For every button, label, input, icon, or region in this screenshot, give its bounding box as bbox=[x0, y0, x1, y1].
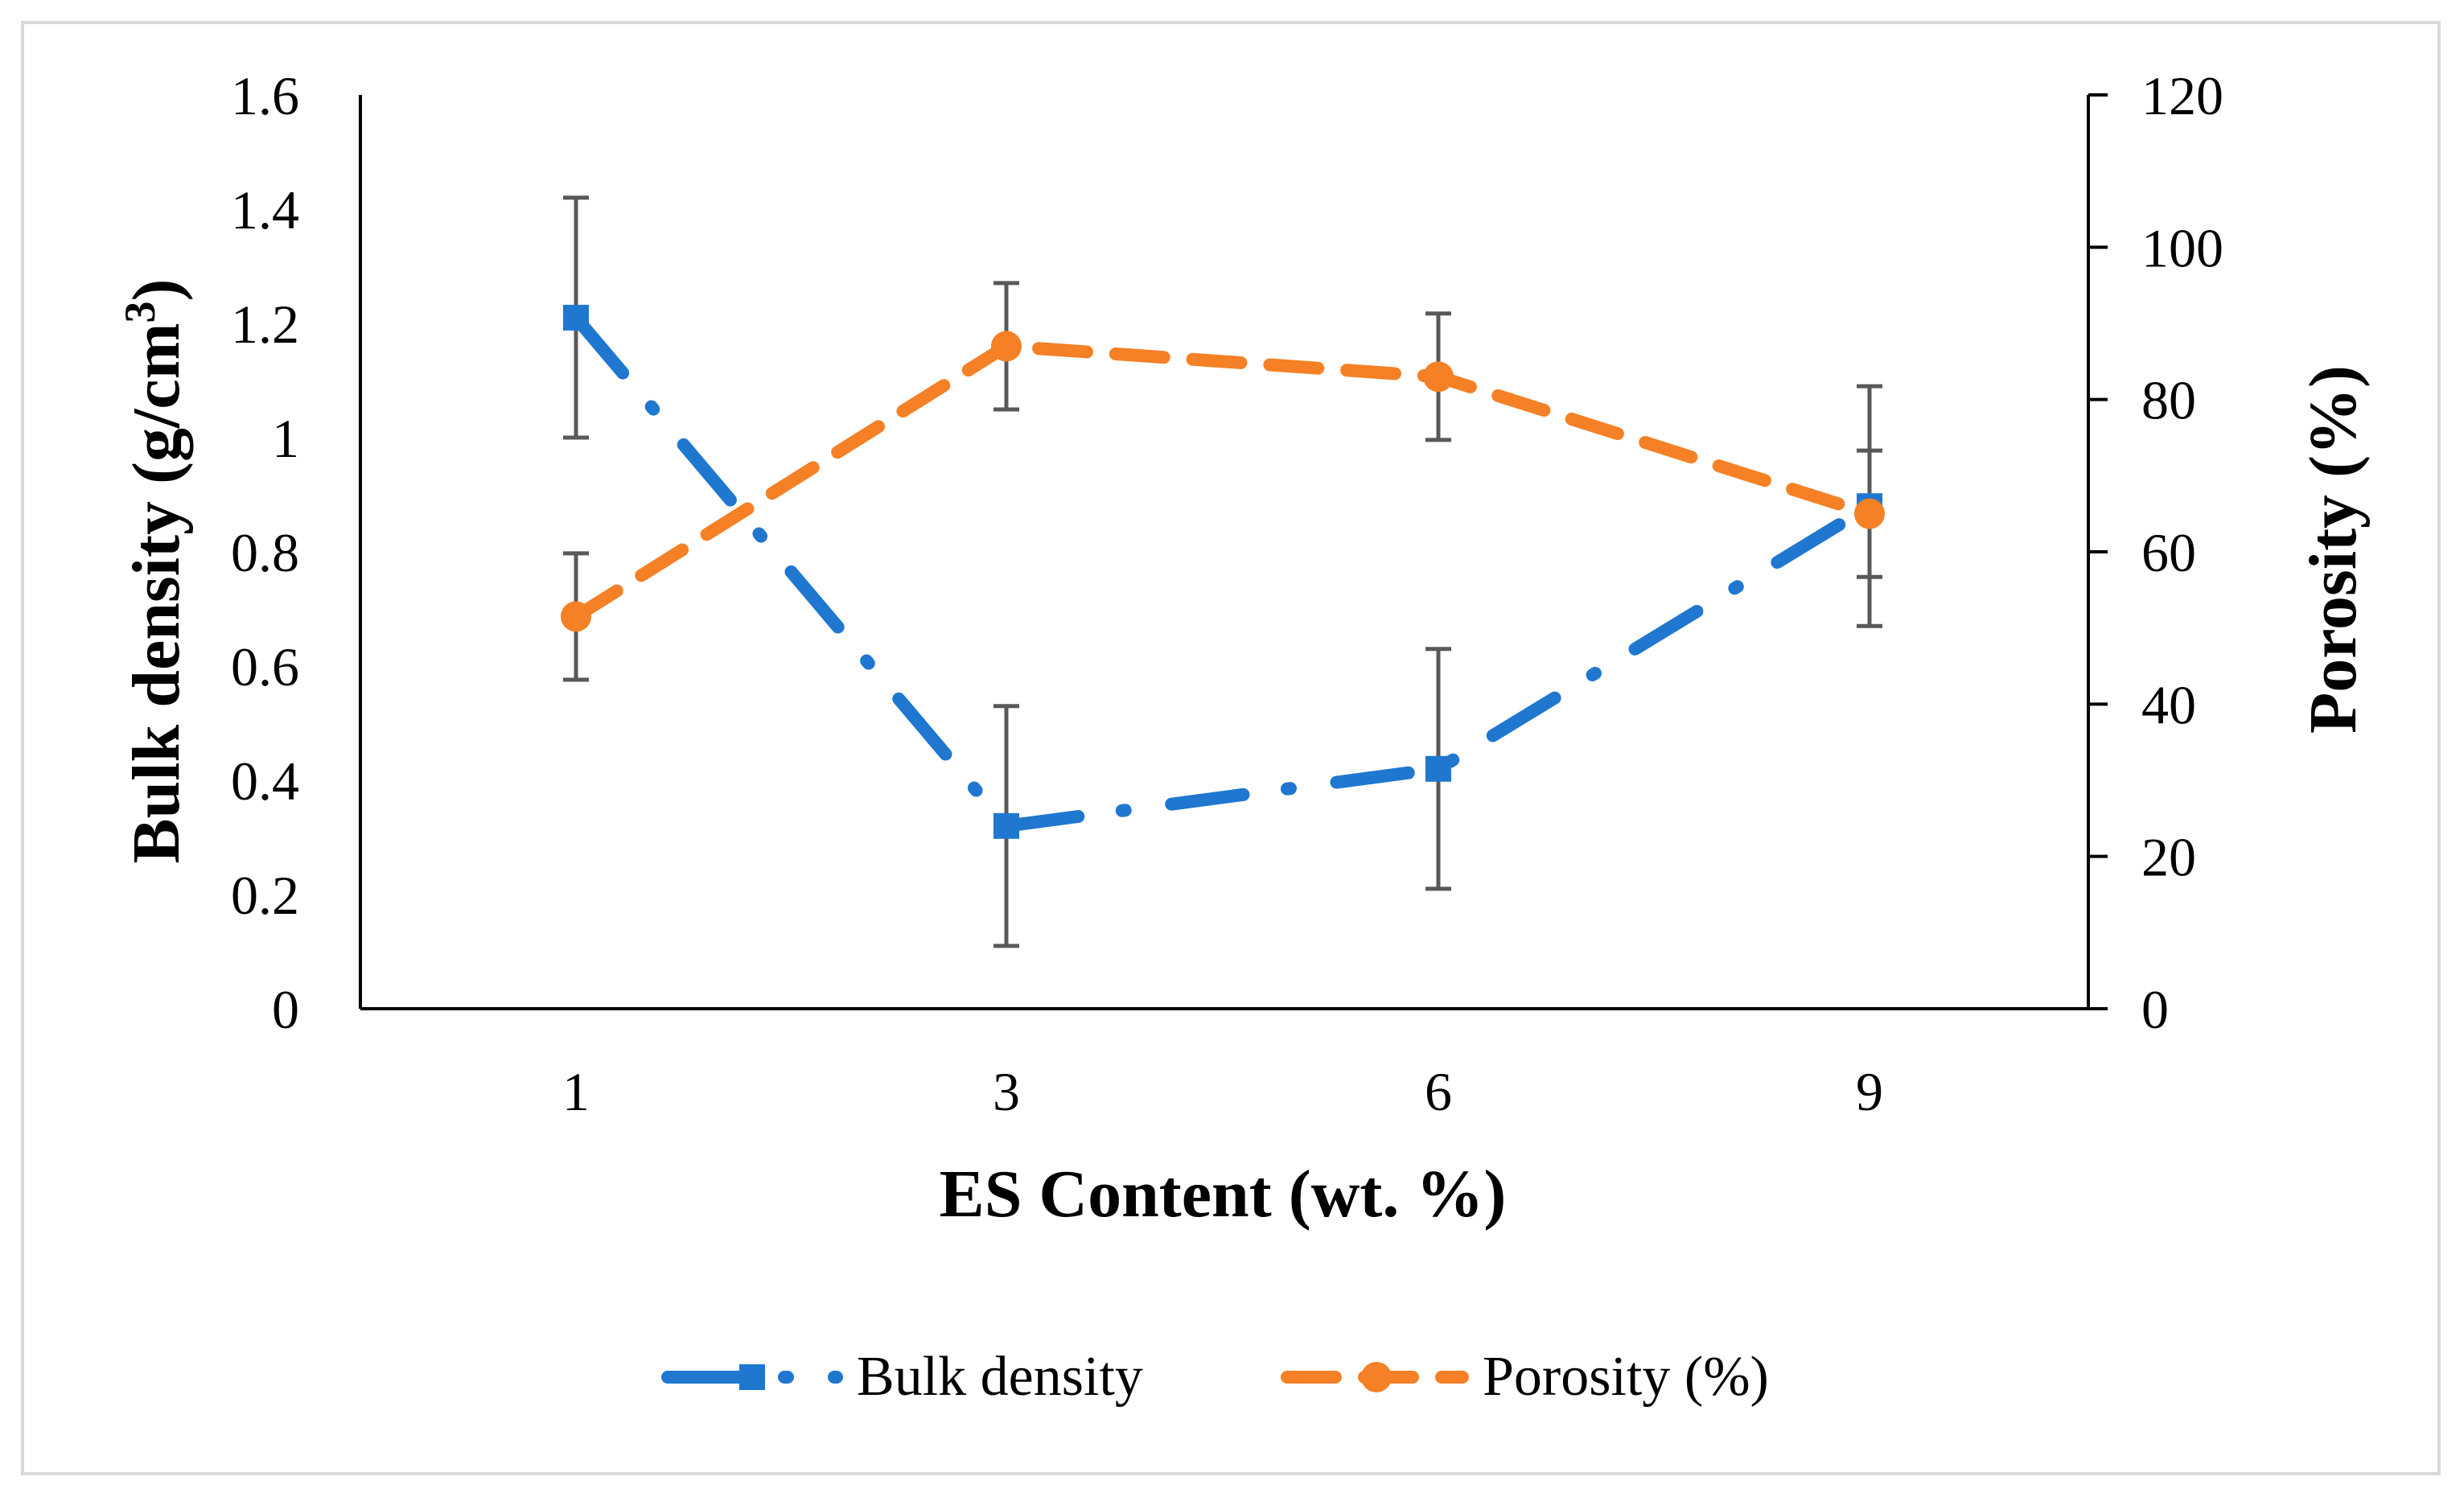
series-line-porosity bbox=[570, 339, 1876, 623]
legend: Bulk density Porosity (%) bbox=[661, 1346, 1769, 1408]
y2-tick-label: 80 bbox=[2141, 370, 2196, 431]
y-tick-label: 0.8 bbox=[231, 522, 299, 583]
y2-tick-label: 0 bbox=[2141, 979, 2169, 1040]
point-porosity bbox=[1423, 361, 1454, 393]
y2-tick-label: 120 bbox=[2141, 65, 2223, 126]
y-axis-ticks: 0 0.2 0.4 0.6 0.8 1 1.2 1.4 1.6 bbox=[231, 65, 299, 1040]
x-tick-label: 3 bbox=[993, 1061, 1020, 1122]
series-markers bbox=[561, 304, 1885, 839]
y2-tick-label: 60 bbox=[2141, 522, 2196, 583]
x-axis-ticks: 1 3 6 9 bbox=[562, 1061, 1883, 1122]
y2-axis-ticks: 0 20 40 60 80 100 120 bbox=[2088, 65, 2223, 1040]
x-tick-label: 9 bbox=[1856, 1061, 1883, 1122]
y-axis-title-superscript: 3 bbox=[116, 301, 164, 323]
y2-axis-title: Porosity (%) bbox=[2296, 365, 2371, 734]
legend-item-porosity: Porosity (%) bbox=[1281, 1346, 1769, 1408]
x-tick-label: 6 bbox=[1425, 1061, 1452, 1122]
y-tick-label: 1.4 bbox=[231, 179, 299, 241]
point-bulk-density bbox=[563, 304, 589, 331]
legend-marker-bulk-density bbox=[739, 1364, 765, 1390]
y-tick-label: 0.2 bbox=[231, 865, 299, 926]
y-tick-label: 1.2 bbox=[231, 294, 299, 355]
y-tick-label: 1.6 bbox=[231, 65, 299, 126]
y-axis-title-main: Bulk density (g/cm bbox=[119, 323, 194, 863]
legend-label-bulk-density: Bulk density bbox=[857, 1346, 1143, 1408]
point-porosity bbox=[561, 601, 591, 632]
x-tick-label: 1 bbox=[562, 1061, 590, 1122]
chart-frame bbox=[21, 21, 2441, 1475]
error-bars bbox=[563, 195, 1882, 948]
series-lines bbox=[570, 311, 1876, 833]
y2-tick-label: 40 bbox=[2141, 674, 2196, 735]
axes bbox=[359, 95, 2090, 1010]
x-axis-title: ES Content (wt. %) bbox=[940, 1157, 1507, 1232]
legend-marker-porosity bbox=[1361, 1362, 1392, 1392]
y-axis-title: Bulk density (g/cm3) bbox=[116, 278, 194, 863]
y-tick-label: 0.6 bbox=[231, 636, 299, 697]
point-porosity bbox=[1854, 498, 1885, 529]
y-tick-label: 1 bbox=[272, 408, 299, 469]
point-porosity bbox=[991, 331, 1022, 362]
point-bulk-density bbox=[993, 812, 1019, 839]
legend-label-porosity: Porosity (%) bbox=[1483, 1346, 1769, 1408]
series-line-bulk-density bbox=[570, 311, 1876, 833]
y-tick-label: 0 bbox=[272, 979, 299, 1040]
point-bulk-density bbox=[1425, 755, 1451, 782]
y2-tick-label: 100 bbox=[2141, 217, 2223, 278]
legend-item-bulk-density: Bulk density bbox=[661, 1346, 1143, 1408]
y2-tick-label: 20 bbox=[2141, 827, 2196, 888]
y-tick-label: 0.4 bbox=[231, 751, 299, 812]
y-axis-title-close: ) bbox=[119, 278, 194, 301]
